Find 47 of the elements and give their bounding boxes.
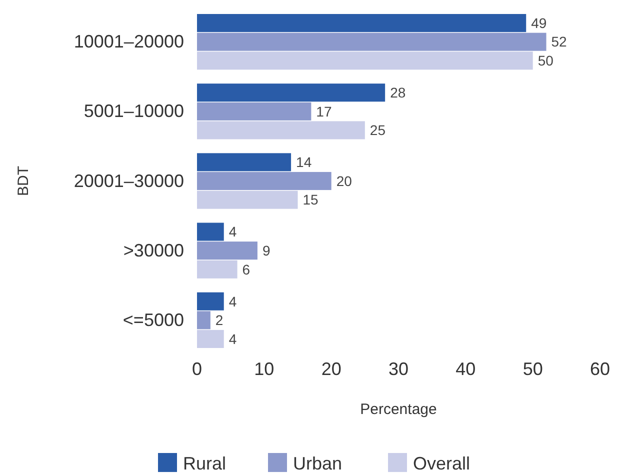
bar <box>197 292 224 310</box>
bar <box>197 52 533 70</box>
data-label: 49 <box>531 14 547 31</box>
data-label: 4 <box>228 330 237 347</box>
bar <box>197 330 224 348</box>
bar <box>197 190 298 209</box>
x-tick-label: 50 <box>522 358 543 379</box>
data-label: 4 <box>228 224 237 240</box>
x-axis-title: Percentage <box>360 401 437 418</box>
y-axis-title: BDT <box>15 166 32 196</box>
x-tick-label: 0 <box>192 358 202 379</box>
y-tick-label: >30000 <box>123 240 184 260</box>
data-label: 2 <box>215 312 224 328</box>
data-label: 6 <box>242 261 250 278</box>
y-tick-label: 5001–10000 <box>84 101 184 122</box>
data-label: 25 <box>370 122 386 138</box>
bar <box>197 84 386 102</box>
data-label: 9 <box>262 242 270 258</box>
bar <box>197 102 312 120</box>
data-label: 50 <box>538 52 554 69</box>
x-tick-label: 60 <box>590 358 610 379</box>
y-tick-label: <=5000 <box>122 310 184 330</box>
data-label: 14 <box>296 154 312 170</box>
bar <box>197 242 258 260</box>
data-label: 52 <box>551 34 568 50</box>
bar <box>197 32 546 51</box>
bar <box>197 121 365 140</box>
bar <box>197 153 292 172</box>
bar <box>197 14 526 32</box>
legend-label: Urban <box>293 453 342 473</box>
bar <box>197 260 238 278</box>
data-label: 17 <box>316 103 332 120</box>
x-tick-label: 30 <box>388 358 409 379</box>
x-tick-label: 20 <box>321 358 342 379</box>
data-label: 15 <box>302 192 319 208</box>
legend-label: Overall <box>413 453 470 473</box>
data-label: 20 <box>336 172 352 189</box>
y-tick-label: 20001–30000 <box>74 170 184 191</box>
bar <box>197 311 210 330</box>
bar <box>197 172 332 190</box>
legend-label: Rural <box>183 453 226 473</box>
y-tick-label: 10001–20000 <box>74 32 184 52</box>
x-tick-label: 10 <box>254 358 274 379</box>
x-tick-label: 40 <box>456 358 476 379</box>
bar <box>197 222 224 241</box>
data-label: 28 <box>390 84 406 101</box>
data-label: 4 <box>228 293 237 310</box>
